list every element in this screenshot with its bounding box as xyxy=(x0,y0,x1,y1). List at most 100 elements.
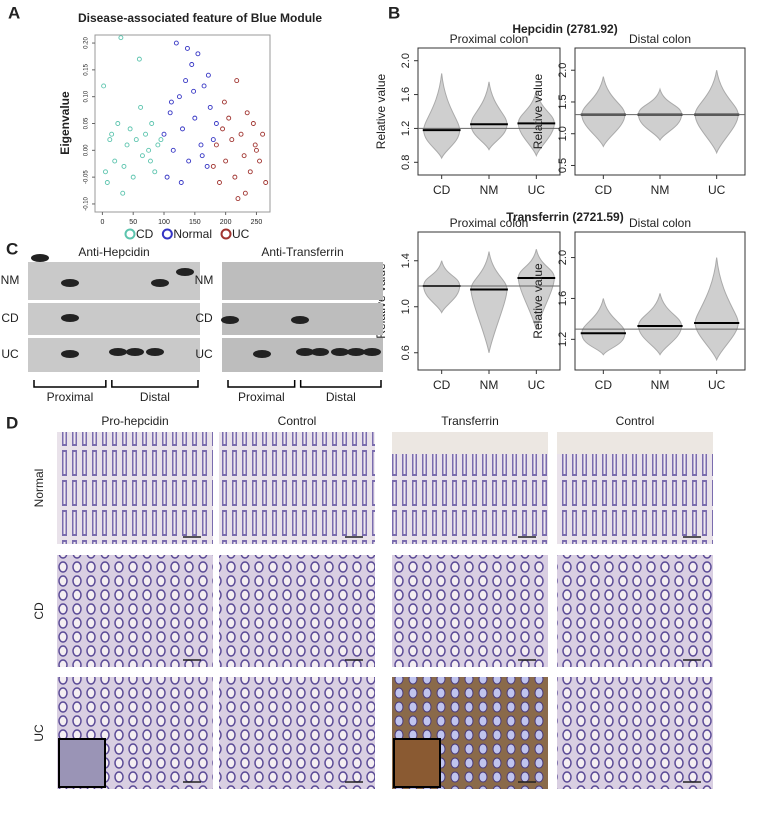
y-tick-label: 0.6 xyxy=(400,345,412,360)
region-label: Distal xyxy=(326,390,356,404)
data-point xyxy=(167,110,173,116)
inset xyxy=(393,738,441,788)
data-point xyxy=(173,40,179,46)
data-point xyxy=(152,169,158,175)
histology-image xyxy=(219,432,375,544)
subplot-title: Proximal colon xyxy=(450,216,529,230)
data-point xyxy=(244,110,250,116)
data-point xyxy=(161,131,167,137)
violin xyxy=(694,257,739,362)
row-header: CD xyxy=(32,602,46,620)
data-point xyxy=(252,142,258,148)
histology-bg xyxy=(392,432,548,454)
data-point xyxy=(213,121,219,126)
data-point xyxy=(170,147,176,153)
blot-band xyxy=(61,314,79,322)
blot-row-label: UC xyxy=(1,347,19,361)
subplot-title: Distal colon xyxy=(629,32,691,46)
legend-marker xyxy=(220,228,232,240)
data-point xyxy=(232,174,238,180)
data-point xyxy=(210,137,216,143)
data-point xyxy=(234,78,240,84)
data-point xyxy=(260,131,266,137)
column-header: Control xyxy=(616,414,655,428)
data-point xyxy=(107,137,113,143)
x-tick-label: UC xyxy=(708,183,726,197)
data-point xyxy=(213,142,219,148)
y-tick-label: 0.20 xyxy=(84,37,90,49)
group-title: Hepcidin (2781.92) xyxy=(512,22,617,36)
blot-band xyxy=(176,268,194,276)
data-point xyxy=(180,126,185,132)
blot-band xyxy=(221,316,239,324)
data-point xyxy=(155,142,161,148)
legend-marker xyxy=(161,228,173,240)
bracket xyxy=(111,380,199,388)
data-point xyxy=(120,190,126,196)
data-point xyxy=(226,115,232,121)
y-tick-label: -0.10 xyxy=(84,196,90,210)
blot-band xyxy=(347,348,365,356)
x-tick-label: NM xyxy=(651,183,670,197)
row-header: Normal xyxy=(32,469,46,508)
data-point xyxy=(184,45,190,51)
x-tick-label: NM xyxy=(480,183,499,197)
region-label: Proximal xyxy=(238,390,285,404)
data-point xyxy=(263,180,269,185)
data-point xyxy=(198,142,204,148)
data-point xyxy=(109,131,115,137)
data-point xyxy=(238,131,244,137)
y-tick-label: 2.0 xyxy=(557,250,569,265)
x-tick-label: CD xyxy=(595,183,613,197)
histology-image xyxy=(57,432,213,544)
x-tick-label: CD xyxy=(433,378,451,392)
violin xyxy=(470,251,508,353)
data-point xyxy=(164,174,170,180)
data-point xyxy=(235,196,241,202)
x-tick-label: UC xyxy=(528,183,546,197)
data-point xyxy=(217,180,222,185)
histology-image xyxy=(219,555,375,667)
data-point xyxy=(112,158,118,164)
data-point xyxy=(127,126,133,132)
histology-image xyxy=(392,555,548,667)
y-tick-label: 1.2 xyxy=(557,332,569,347)
y-tick-label: 0.15 xyxy=(84,63,90,75)
histology-bg xyxy=(557,432,713,454)
column-header: Pro-hepcidin xyxy=(101,414,168,428)
data-point xyxy=(115,121,121,126)
panel-label: D xyxy=(6,413,18,432)
data-point xyxy=(176,94,182,100)
subplot-title: Distal colon xyxy=(629,216,691,230)
data-point xyxy=(138,104,144,110)
data-point xyxy=(148,158,153,164)
y-tick-label: 0.10 xyxy=(84,90,90,102)
region-label: Proximal xyxy=(47,390,94,404)
blot-row-label: NM xyxy=(195,273,214,287)
data-point xyxy=(192,115,198,121)
column-header: Control xyxy=(278,414,317,428)
blot-band xyxy=(331,348,349,356)
panel-label: C xyxy=(6,239,18,258)
blot-band xyxy=(291,316,309,324)
region-label: Distal xyxy=(140,390,170,404)
y-tick-label: 1.0 xyxy=(400,299,412,314)
blot-band xyxy=(109,348,127,356)
data-point xyxy=(139,153,145,159)
panel-label: A xyxy=(8,3,20,22)
blot-band xyxy=(311,348,329,356)
blot-title: Anti-Transferrin xyxy=(261,245,343,259)
histology-image xyxy=(557,677,713,789)
x-tick-label: 250 xyxy=(251,219,263,226)
blot-band xyxy=(151,279,169,287)
violin xyxy=(470,81,508,151)
data-point xyxy=(257,158,262,164)
data-point xyxy=(199,153,205,159)
violin xyxy=(423,73,461,160)
x-tick-label: 0 xyxy=(100,219,104,226)
histology-image xyxy=(557,555,713,667)
panel-label: B xyxy=(388,3,400,22)
data-point xyxy=(250,121,256,126)
x-tick-label: NM xyxy=(480,378,499,392)
